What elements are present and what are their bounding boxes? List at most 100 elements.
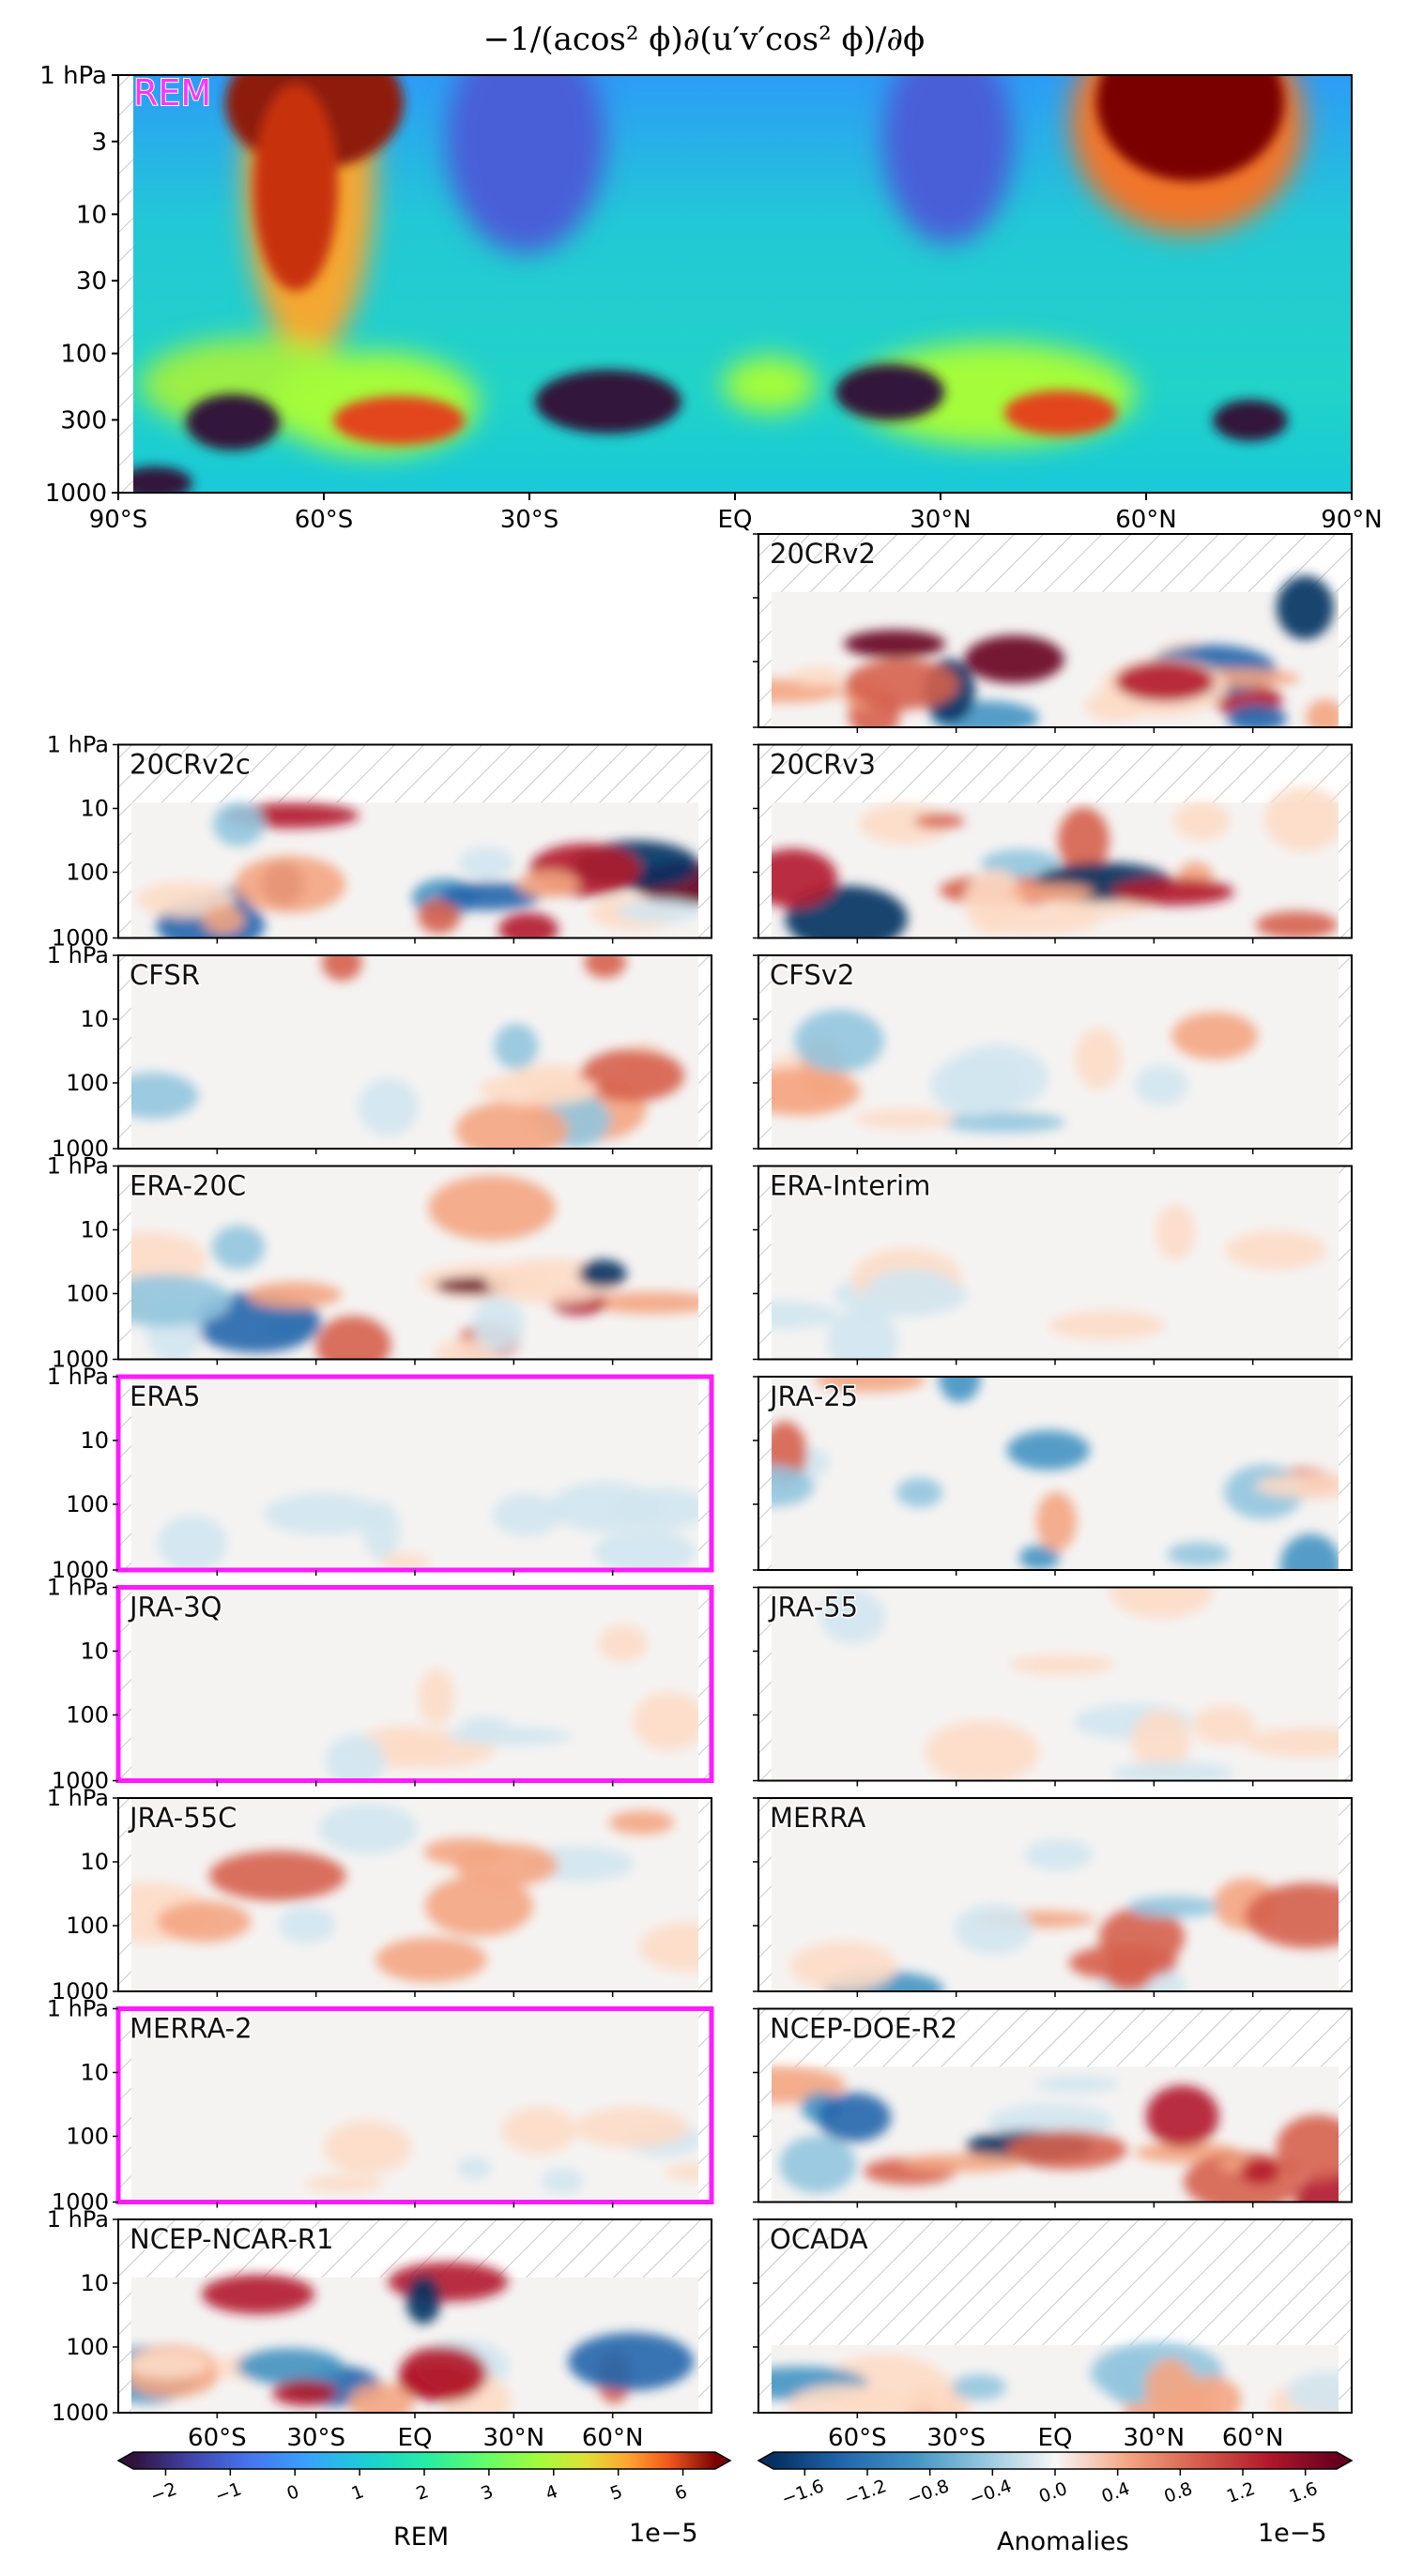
pressure-tick-label: 1000 <box>52 1768 109 1794</box>
panel-label: JRA-3Q <box>128 1592 222 1623</box>
colorbar-tick-label: 0 <box>284 2481 302 2505</box>
pressure-tick-label: 1 hPa <box>39 62 107 90</box>
anomaly-field <box>772 955 1339 1149</box>
panel-label: NCEP-DOE-R2 <box>770 2013 957 2045</box>
anomaly-panel-20crv3: 20CRv3 <box>753 743 1353 944</box>
pressure-tick-label: 100 <box>66 1913 109 1939</box>
latitude-tick-label: 30°N <box>483 2424 545 2452</box>
anomaly-colorbar-ticks: −1.6 −1.2 −0.8 −0.4 0.0 0.4 0.8 1.2 1.6 <box>779 2469 1321 2510</box>
colorbar-tick-label: 3 <box>478 2481 496 2505</box>
pressure-tick-label: 300 <box>60 406 107 434</box>
anomaly-panel-20crv2c: 20CRv2c 1 hPa 10 100 1000 <box>47 732 712 952</box>
anomaly-panel-jra-55c: JRA-55C 1 hPa 10 100 1000 <box>47 1785 712 2004</box>
anomaly-field <box>772 1587 1339 1781</box>
pressure-tick-label: 10 <box>80 1006 109 1032</box>
rem-colorbar: −2 −1 0 1 2 3 4 5 6 <box>116 2451 732 2507</box>
anomaly-field <box>772 2341 1339 2413</box>
pressure-tick-label: 100 <box>66 859 109 885</box>
rem-colorbar-max-arrow <box>715 2452 730 2469</box>
colorbar-tick-label: −1.6 <box>779 2476 827 2509</box>
anomaly-panels: 20CRv2 20CRv2c 1 hPa 10 100 1000 20CRv3 CFSR 1 h… <box>47 533 1353 2452</box>
anomaly-field <box>131 1798 698 1991</box>
pressure-tick-label: 1000 <box>52 2189 109 2216</box>
anomaly-panel-jra-55: JRA-55 <box>753 1586 1353 1787</box>
pressure-tick-label: 100 <box>66 1701 109 1728</box>
rem-colorbar-ticks: −2 −1 0 1 2 3 4 5 6 <box>147 2469 690 2507</box>
anomaly-field <box>772 1798 1339 1991</box>
anomaly-panel-cfsv2: CFSv2 <box>753 954 1353 1154</box>
pressure-tick-label: 100 <box>66 1491 109 1517</box>
pressure-tick-label: 10 <box>80 795 109 821</box>
colorbar-tick-label: −0.4 <box>967 2476 1015 2509</box>
pressure-tick-label: 1 hPa <box>47 2206 109 2233</box>
panel-label: CFSv2 <box>770 959 854 991</box>
colorbar-tick-label: 0.4 <box>1099 2478 1133 2507</box>
colorbar-tick-label: 1 <box>349 2481 367 2505</box>
panel-label: 20CRv2 <box>770 538 876 570</box>
pressure-tick-label: 1000 <box>52 1557 109 1583</box>
colorbar-tick-label: 0.0 <box>1036 2478 1070 2507</box>
pressure-tick-label: 1 hPa <box>47 1364 109 1390</box>
pressure-tick-label: 1000 <box>52 1136 109 1162</box>
colorbar-tick-label: −1 <box>212 2478 244 2507</box>
anomaly-field <box>131 1166 698 1360</box>
panel-label: JRA-55C <box>128 1802 237 1834</box>
pressure-tick-label: 10 <box>80 1849 109 1875</box>
pressure-tick-label: 100 <box>66 2123 109 2149</box>
pressure-tick-label: 10 <box>80 1638 109 1664</box>
anomaly-field <box>772 1166 1339 1360</box>
latitude-tick-label: 30°S <box>286 2424 345 2452</box>
anomaly-field <box>772 785 1339 938</box>
latitude-tick-label: 30°N <box>910 506 972 534</box>
latitude-tick-label: EQ <box>1038 2424 1073 2452</box>
anomaly-field <box>131 2262 698 2413</box>
rem-colorbar-gradient <box>133 2452 715 2469</box>
rem-panel-label: REM <box>133 72 211 114</box>
anomaly-panel-era-20c: ERA-20C 1 hPa 10 100 1000 <box>47 1153 712 1373</box>
anomaly-panel-jra-25: JRA-25 <box>753 1376 1353 1576</box>
anomaly-field <box>772 1377 1339 1570</box>
pressure-tick-label: 10 <box>80 1216 109 1242</box>
anomaly-field <box>131 1377 698 1570</box>
anomaly-colorbar-gradient <box>773 2452 1337 2469</box>
rem-field <box>133 75 1352 493</box>
colorbar-tick-label: 5 <box>607 2481 625 2505</box>
pressure-tick-label: 1 hPa <box>47 1785 109 1811</box>
latitude-tick-label: 30°N <box>1124 2424 1186 2452</box>
anomaly-colorbar-label: Anomalies <box>997 2527 1129 2556</box>
figure-title: −1/(acos² ϕ)∂(u′v′cos² ϕ)/∂ϕ <box>482 21 926 58</box>
rem-panel: REM 1 hPa 3 10 30 100 300 1000 90°S 60°S 30°S EQ 3… <box>39 62 1383 534</box>
rem-colorbar-multiplier: 1e−5 <box>629 2519 698 2548</box>
anomaly-colorbar-min-arrow <box>758 2452 773 2469</box>
latitude-tick-label: EQ <box>398 2424 433 2452</box>
anomaly-panel-jra-3q: JRA-3Q 1 hPa 10 100 1000 <box>47 1575 714 1794</box>
latitude-tick-label: 60°N <box>582 2424 644 2452</box>
colorbar-tick-label: 1.6 <box>1287 2478 1321 2507</box>
colorbar-tick-label: −0.8 <box>904 2476 952 2509</box>
pressure-tick-label: 10 <box>80 1427 109 1454</box>
colorbar-tick-label: −1.2 <box>842 2476 890 2509</box>
latitude-tick-label: 60°S <box>828 2424 887 2452</box>
anomaly-field <box>131 955 698 1149</box>
anomaly-colorbar-max-arrow <box>1337 2452 1352 2469</box>
anomaly-panel-merra: MERRA <box>753 1797 1353 1997</box>
latitude-tick-label: 90°S <box>89 506 148 534</box>
colorbar-tick-label: −2 <box>147 2478 179 2507</box>
panel-label: OCADA <box>770 2223 868 2255</box>
anomaly-panel-merra-2: MERRA-2 1 hPa 10 100 1000 <box>47 1996 714 2216</box>
anomaly-field <box>131 2008 698 2203</box>
colorbar-tick-label: 1.2 <box>1224 2478 1258 2507</box>
pressure-tick-label: 3 <box>91 129 107 157</box>
rem-pressure-axis: 1 hPa 3 10 30 100 300 1000 <box>39 62 118 508</box>
panel-label: 20CRv3 <box>770 749 876 781</box>
panel-label: JRA-55 <box>768 1592 858 1623</box>
latitude-tick-label: 30°S <box>926 2424 986 2452</box>
pressure-tick-label: 10 <box>80 2270 109 2296</box>
panel-label: MERRA <box>770 1802 865 1834</box>
pressure-tick-label: 10 <box>76 201 107 229</box>
anomaly-panel-20crv2: 20CRv2 <box>753 533 1353 733</box>
rem-colorbar-min-arrow <box>118 2452 133 2469</box>
rem-latitude-axis: 90°S 60°S 30°S EQ 30°N 60°N 90°N <box>89 493 1383 534</box>
pressure-tick-label: 1 hPa <box>47 1575 109 1601</box>
pressure-tick-label: 30 <box>76 267 107 296</box>
